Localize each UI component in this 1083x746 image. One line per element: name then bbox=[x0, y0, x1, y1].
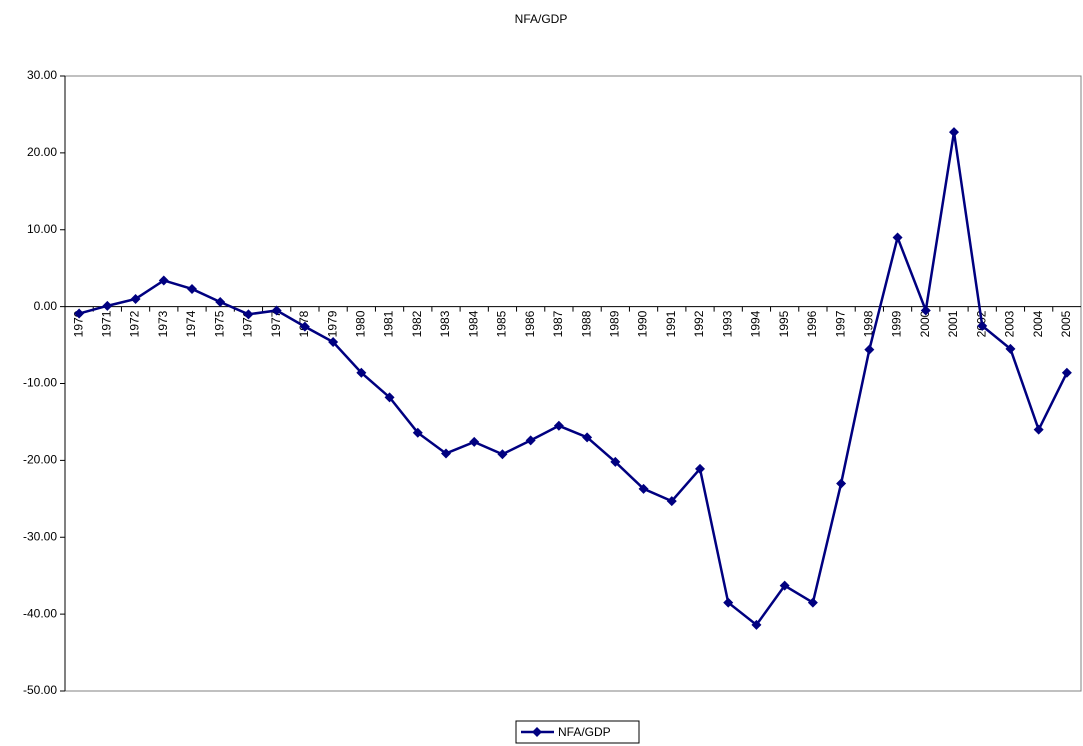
point-marker bbox=[356, 367, 367, 378]
x-tick-label: 1988 bbox=[579, 310, 593, 337]
x-tick-label: 1983 bbox=[438, 310, 452, 337]
point-marker bbox=[751, 619, 762, 630]
y-tick-label: -10.00 bbox=[23, 376, 57, 390]
x-tick-label: 1984 bbox=[466, 310, 480, 337]
point-marker bbox=[638, 483, 649, 494]
legend-box bbox=[515, 720, 640, 744]
point-marker bbox=[779, 580, 790, 591]
x-tick-label: 1985 bbox=[495, 310, 509, 337]
x-tick-label: 1987 bbox=[551, 310, 565, 337]
x-tick-label: 1977 bbox=[269, 310, 283, 337]
point-marker bbox=[553, 420, 564, 431]
point-marker bbox=[271, 305, 282, 316]
point-marker bbox=[412, 427, 423, 438]
point-marker bbox=[610, 456, 621, 467]
x-tick-label: 2001 bbox=[946, 310, 960, 337]
point-marker bbox=[328, 336, 339, 347]
x-tick-label: 1970 bbox=[71, 310, 85, 337]
point-marker bbox=[187, 283, 197, 294]
y-tick-label: 10.00 bbox=[27, 222, 57, 236]
y-tick-label: -40.00 bbox=[23, 606, 57, 620]
y-tick-label: -30.00 bbox=[23, 529, 57, 543]
x-tick-label: 1998 bbox=[862, 310, 876, 337]
x-tick-label: 1980 bbox=[354, 310, 368, 337]
point-marker bbox=[102, 300, 113, 311]
point-marker bbox=[920, 305, 931, 316]
x-tick-label: 1973 bbox=[156, 310, 170, 337]
point-marker bbox=[74, 308, 85, 319]
point-marker bbox=[836, 478, 847, 489]
y-tick-label: -20.00 bbox=[23, 453, 57, 467]
point-marker bbox=[243, 309, 254, 320]
x-tick-label: 1999 bbox=[890, 310, 904, 337]
y-tick-label: 30.00 bbox=[27, 68, 57, 82]
point-marker bbox=[441, 448, 451, 459]
point-marker bbox=[892, 232, 903, 243]
x-tick-label: 1995 bbox=[777, 310, 791, 337]
point-marker bbox=[864, 344, 875, 355]
plot-frame bbox=[64, 75, 1082, 692]
point-marker bbox=[723, 597, 734, 608]
x-tick-label: 1976 bbox=[241, 310, 255, 337]
point-marker bbox=[1033, 424, 1044, 435]
x-tick-label: 1971 bbox=[100, 310, 114, 337]
point-marker bbox=[525, 435, 536, 446]
y-tick-label: -50.00 bbox=[23, 683, 57, 697]
point-marker bbox=[582, 432, 593, 443]
legend-label: NFA/GDP bbox=[558, 725, 611, 739]
point-marker bbox=[158, 275, 169, 286]
point-marker bbox=[497, 449, 508, 460]
x-tick-label: 1993 bbox=[720, 310, 734, 337]
x-tick-label: 1981 bbox=[382, 310, 396, 337]
x-tick-label: 1996 bbox=[805, 310, 819, 337]
point-marker bbox=[469, 436, 480, 447]
point-marker bbox=[695, 463, 705, 474]
point-marker bbox=[1061, 367, 1072, 378]
x-tick-label: 1982 bbox=[410, 310, 424, 337]
x-tick-label: 1975 bbox=[212, 310, 226, 337]
x-tick-label: 1991 bbox=[664, 310, 678, 337]
point-marker bbox=[215, 297, 226, 308]
x-tick-label: 1997 bbox=[833, 310, 847, 337]
x-tick-label: 2000 bbox=[918, 310, 932, 337]
x-tick-label: 1994 bbox=[749, 310, 763, 337]
point-marker bbox=[1005, 343, 1016, 354]
x-tick-label: 1986 bbox=[523, 310, 537, 337]
point-marker bbox=[384, 392, 395, 403]
series-line bbox=[78, 131, 1069, 627]
point-marker bbox=[299, 321, 310, 332]
x-tick-label: 1989 bbox=[608, 310, 622, 337]
x-tick-label: 1972 bbox=[128, 310, 142, 337]
point-marker bbox=[949, 127, 959, 138]
chart-title: NFA/GDP bbox=[515, 12, 568, 26]
point-marker bbox=[977, 320, 988, 331]
x-tick-label: 2004 bbox=[1031, 310, 1045, 337]
x-tick-label: 1974 bbox=[184, 310, 198, 337]
y-tick-label: 20.00 bbox=[27, 145, 57, 159]
y-tick-label: 0.00 bbox=[34, 299, 58, 313]
point-marker bbox=[807, 597, 818, 608]
x-tick-label: 1990 bbox=[636, 310, 650, 337]
legend-marker bbox=[532, 727, 542, 737]
point-marker bbox=[130, 293, 141, 304]
point-marker bbox=[666, 496, 677, 507]
x-tick-label: 1992 bbox=[692, 310, 706, 337]
x-tick-label: 2005 bbox=[1059, 310, 1073, 337]
x-tick-label: 1979 bbox=[325, 310, 339, 337]
x-tick-label: 2003 bbox=[1003, 310, 1017, 337]
